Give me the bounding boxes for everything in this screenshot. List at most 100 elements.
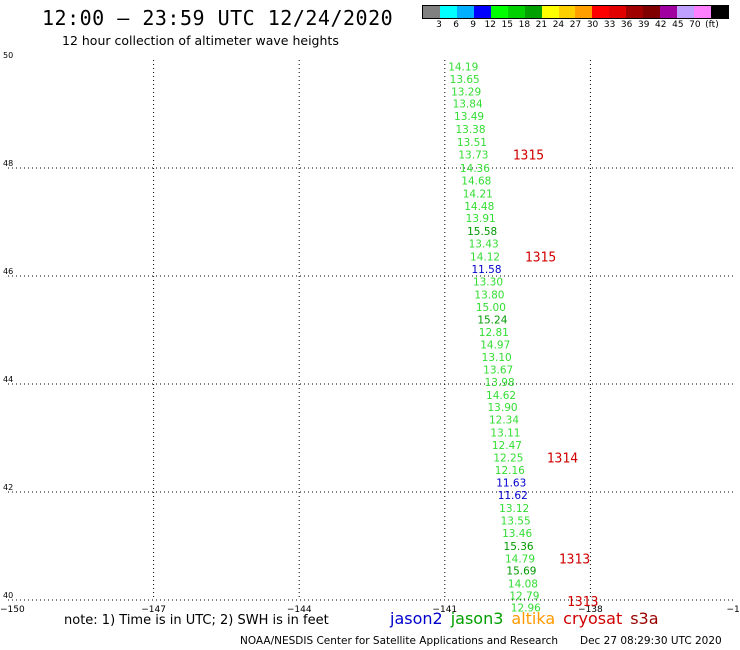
wave-height-label: 14.97	[480, 340, 510, 352]
colorbar-swatch	[507, 6, 525, 18]
wave-height-label: 14.21	[463, 188, 493, 200]
y-tick-label: 42	[3, 483, 13, 492]
wave-height-label: 14.36	[460, 163, 490, 175]
colorbar-label: 15	[501, 20, 513, 30]
wave-height-label: 11.63	[496, 477, 526, 489]
colorbar-label: 30	[586, 20, 599, 30]
wave-height-label: 14.48	[464, 201, 494, 213]
wave-height-label: 13.84	[453, 99, 483, 111]
wave-height-label: 15.69	[506, 565, 536, 577]
legend-item: jason3	[450, 609, 504, 628]
wave-height-label: 13.51	[457, 137, 487, 149]
colorbar-swatch	[609, 6, 627, 18]
wave-height-label: 14.79	[505, 553, 535, 565]
colorbar-swatch	[490, 6, 508, 18]
wave-height-label: 11.62	[498, 490, 528, 502]
wave-height-label: 13.30	[473, 276, 503, 288]
colorbar-swatch	[710, 6, 728, 18]
colorbar-swatch	[439, 6, 457, 18]
wave-height-label: 15.00	[476, 302, 506, 314]
wave-height-label: 12.16	[495, 465, 525, 477]
colorbar-label: 39	[637, 20, 650, 30]
colorbar-label: 42	[655, 20, 667, 30]
timestamp: Dec 27 08:29:30 UTC 2020	[580, 635, 722, 647]
colorbar-label: 24	[552, 20, 565, 30]
legend-item: s3a	[630, 609, 659, 628]
x-tick-label: −13	[727, 605, 740, 615]
wave-height-label: 13.11	[490, 428, 520, 440]
colorbar-label: 36	[620, 20, 633, 30]
colorbar-swatch	[473, 6, 491, 18]
time-annotation: 1313	[567, 595, 598, 610]
annotations: 1315 1315 1314 1313 1313	[513, 149, 599, 611]
colorbar-swatch	[592, 6, 610, 18]
wave-height-label: 12.79	[509, 591, 539, 603]
colorbar-swatch	[660, 6, 678, 18]
time-annotation: 1314	[547, 451, 578, 466]
colorbar-label: 18	[518, 20, 531, 30]
wave-height-label: 15.36	[504, 541, 534, 553]
colorbar-label: 33	[603, 20, 616, 30]
credit-text: NOAA/NESDIS Center for Satellite Applica…	[240, 635, 558, 647]
legend-item: jason2	[390, 609, 443, 628]
colorbar-swatch	[643, 6, 661, 18]
page-subtitle: 12 hour collection of altimeter wave hei…	[62, 33, 339, 48]
colorbar-label: 45	[672, 20, 684, 30]
page-title: 12:00 – 23:59 UTC 12/24/2020	[42, 6, 394, 30]
footer-note: note: 1) Time is in UTC; 2) SWH is in fe…	[64, 613, 329, 628]
wave-height-label: 13.73	[458, 150, 488, 162]
time-annotation: 1313	[559, 552, 590, 567]
y-tick-label: 46	[3, 267, 13, 276]
axis-labels: −150 −147 −144 −141 −138 −13 40 42 44 46 48 50	[0, 51, 740, 615]
colorbar	[422, 5, 729, 19]
wave-height-label: 14.68	[461, 175, 491, 187]
colorbar-label: 21	[535, 20, 548, 30]
colorbar-labels: 3 6 9 12 15 18 21 24 27 30 33 36 39 42 45 70 (ft)	[422, 20, 740, 34]
wave-height-label: 15.24	[477, 315, 507, 327]
colorbar-label: 12	[484, 20, 496, 30]
wave-height-label: 12.47	[492, 440, 522, 452]
colorbar-swatch	[575, 6, 593, 18]
colorbar-swatch	[456, 6, 474, 18]
colorbar-label: 70	[689, 20, 701, 30]
wave-height-label: 13.29	[451, 86, 481, 98]
wave-height-label: 14.12	[470, 252, 500, 264]
x-tick-label: −147	[141, 605, 166, 615]
time-annotation: 1315	[513, 149, 544, 164]
wave-height-label: 13.43	[469, 239, 499, 251]
wave-height-label: 13.67	[483, 364, 513, 376]
colorbar-label: 27	[569, 20, 582, 30]
colorbar-swatch	[694, 6, 711, 18]
wave-height-label: 14.08	[508, 578, 538, 590]
wave-height-label: 13.12	[499, 503, 529, 515]
colorbar-swatch	[558, 6, 576, 18]
wave-height-label: 13.91	[466, 213, 496, 225]
wave-height-label: 14.62	[486, 390, 516, 402]
x-tick-label: −150	[0, 605, 25, 615]
x-tick-label: −141	[432, 605, 457, 615]
grid-lines	[8, 60, 736, 601]
wave-height-label: 12.34	[489, 415, 519, 427]
colorbar-swatch	[677, 6, 694, 18]
x-tick-label: −138	[578, 605, 603, 615]
x-tick-label: −144	[287, 605, 312, 615]
wave-height-label: 13.98	[485, 377, 515, 389]
wave-height-label: 12.81	[479, 327, 509, 339]
data-points: 14.1913.6513.2913.8413.4913.3813.5113.73…	[448, 61, 541, 614]
y-tick-label: 48	[3, 159, 13, 168]
legend-item: altika	[511, 609, 556, 628]
wave-height-label: 13.80	[474, 289, 504, 301]
wave-height-label: 13.65	[450, 74, 480, 86]
wave-height-label: 12.25	[493, 452, 523, 464]
satellite-legend: jason2 jason3 altika cryosat s3a	[390, 609, 667, 628]
y-tick-label: 50	[3, 51, 13, 60]
colorbar-label: 3	[436, 20, 442, 30]
y-tick-label: 40	[3, 591, 13, 600]
wave-height-label: 13.55	[501, 516, 531, 528]
colorbar-label: 6	[453, 20, 459, 30]
wave-height-label: 14.19	[448, 61, 478, 73]
y-tick-label: 44	[3, 375, 13, 384]
wave-height-label: 13.90	[488, 402, 518, 414]
wave-height-label: 15.58	[467, 226, 497, 238]
